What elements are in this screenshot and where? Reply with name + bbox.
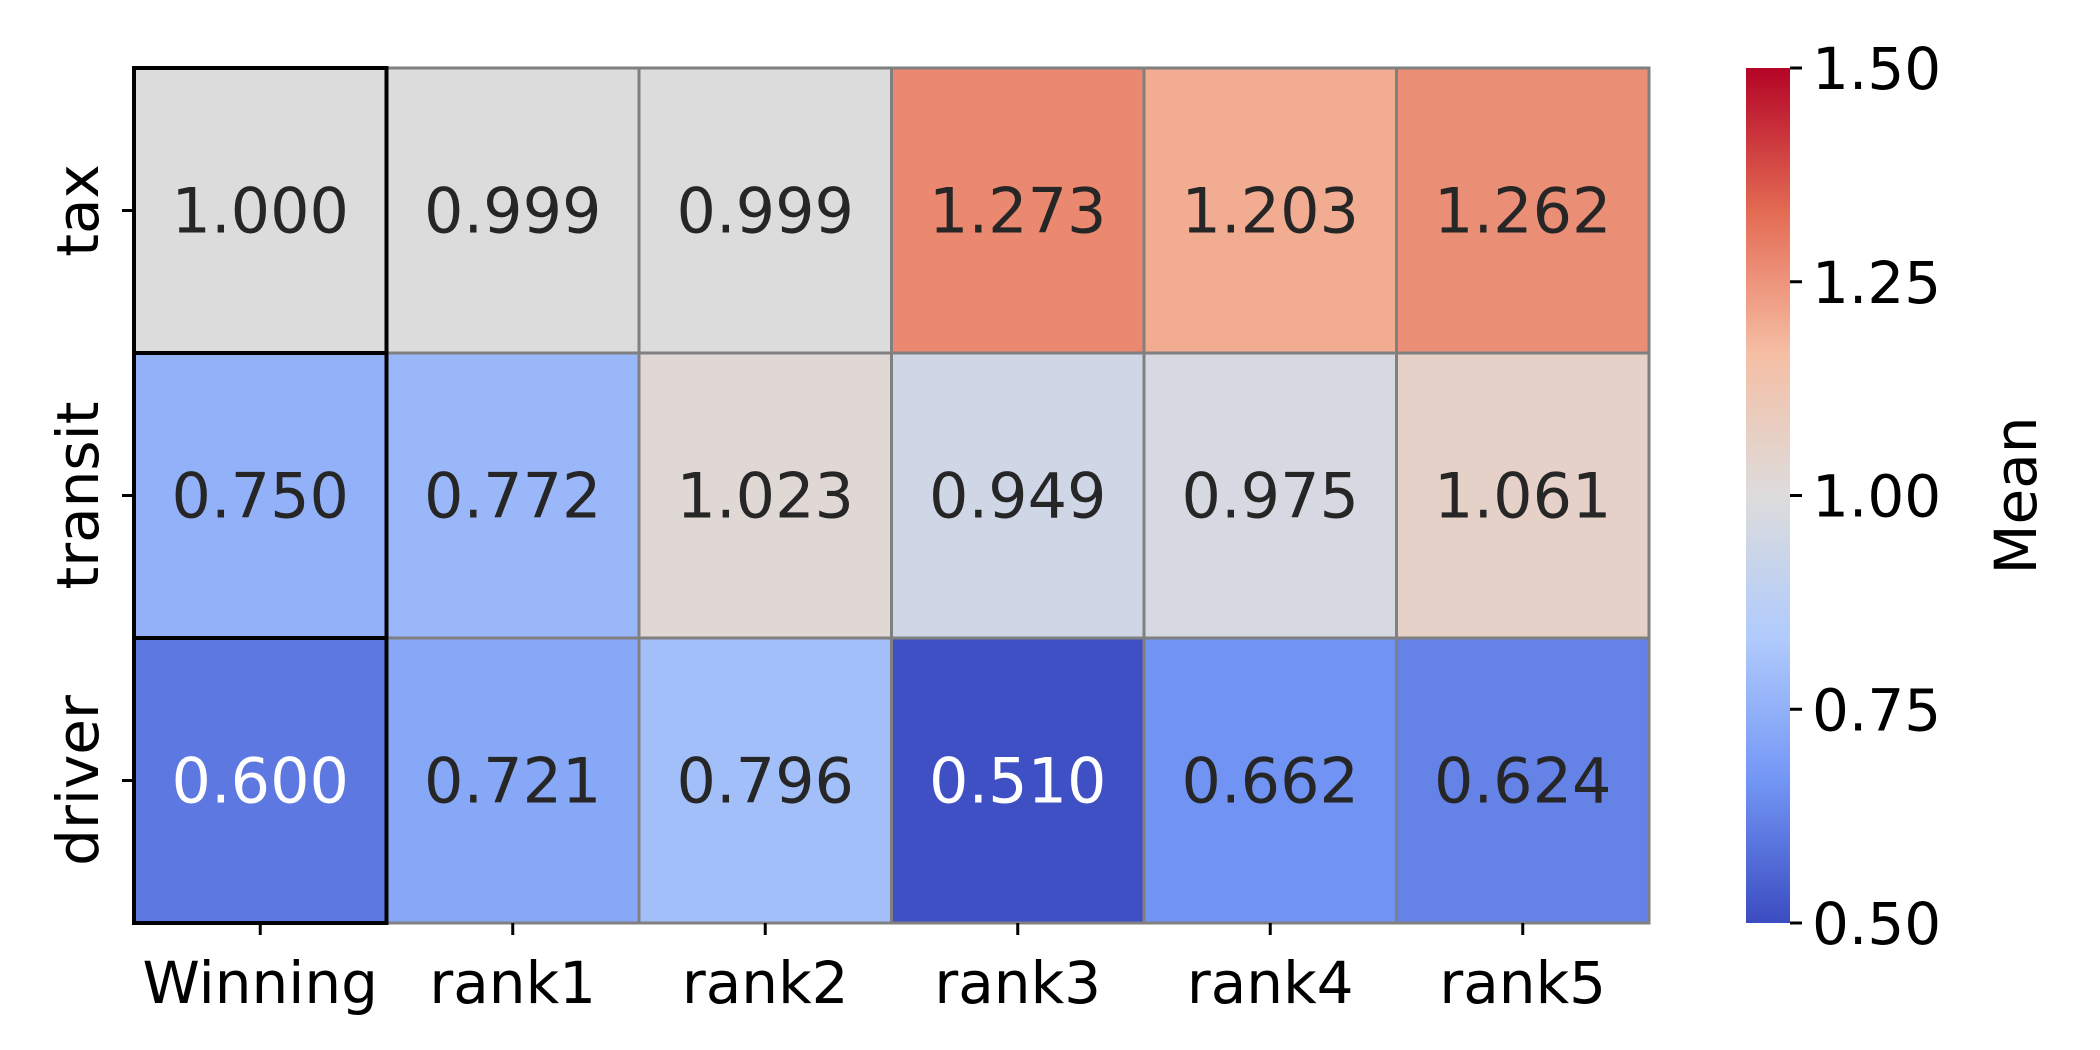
cell-value-label: 0.949 [929,460,1107,533]
heatmap-cell [637,636,893,925]
column-label: rank1 [429,949,596,1017]
cell-value-label: 0.750 [172,460,350,533]
heatmap-cell [1142,66,1398,355]
row-label: transit [44,402,112,590]
column-label: rank5 [1439,949,1606,1017]
colorbar-tick-label: 0.75 [1812,676,1941,744]
row-labels: tax transit driver [44,164,134,866]
cell-value-label: 1.262 [1434,175,1612,248]
cell-value-label: 0.999 [677,175,855,248]
colorbar-label: Mean [1982,416,2050,574]
colorbar-tick-label: 1.25 [1812,249,1941,317]
cell-value-label: 0.662 [1182,745,1360,818]
cell-value-label: 1.273 [929,175,1107,248]
cell-value-label: 1.000 [172,175,350,248]
column-label: rank3 [934,949,1101,1017]
heatmap-cell [1395,351,1651,640]
heatmap-cell [890,351,1146,640]
cell-value-label: 1.023 [677,460,855,533]
cell-value-label: 0.600 [172,745,350,818]
heatmap-cells: 1.000 0.999 0.999 1.273 1.203 1.262 0.750 0.772… [132,66,1651,925]
column-label: Winning [143,949,378,1017]
cell-value-label: 0.510 [929,745,1107,818]
column-label: rank2 [682,949,849,1017]
cell-value-label: 0.975 [1182,460,1360,533]
heatmap-cell [1395,66,1651,355]
cell-value-label: 1.203 [1182,175,1360,248]
colorbar-tick-label: 1.50 [1812,35,1941,103]
cell-value-label: 0.772 [424,460,602,533]
heatmap-cell [890,66,1146,355]
colorbar-gradient [1746,68,1790,923]
colorbar: 0.50 0.75 1.00 1.25 1.50 Mean [1746,35,2050,958]
heatmap-cell [637,66,893,355]
heatmap-cell [385,636,641,925]
heatmap-cell [132,66,388,355]
heatmap-cell [132,636,388,925]
row-label: driver [44,695,112,866]
heatmap-cell [1142,636,1398,925]
cell-value-label: 1.061 [1434,460,1612,533]
row-label: tax [44,164,112,257]
colorbar-tick-label: 1.00 [1812,463,1941,531]
column-label: rank4 [1187,949,1354,1017]
cell-value-label: 0.624 [1434,745,1612,818]
colorbar-tick-label: 0.50 [1812,890,1941,958]
heatmap-cell [1395,636,1651,925]
cell-value-label: 0.999 [424,175,602,248]
column-labels: Winning rank1 rank2 rank3 rank4 rank5 [143,923,1606,1017]
cell-value-label: 0.796 [677,745,855,818]
heatmap-cell [385,66,641,355]
heatmap-cell [890,636,1146,925]
cell-value-label: 0.721 [424,745,602,818]
